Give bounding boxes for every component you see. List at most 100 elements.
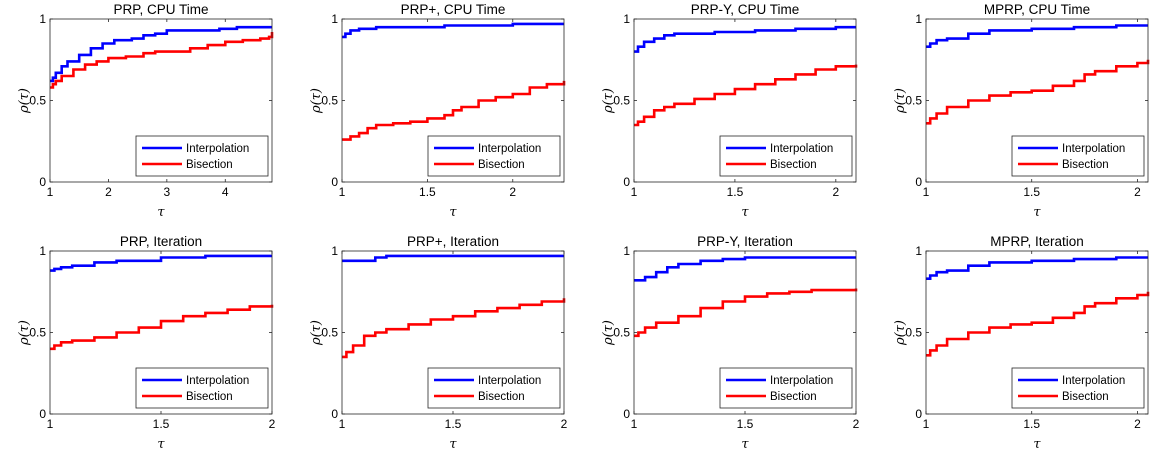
x-tick-label: 1 (923, 417, 930, 431)
series-line-bisection (926, 59, 1150, 125)
series-group (926, 256, 1150, 357)
y-axis-label: ρ(τ) (601, 88, 616, 114)
legend: Interpolation Bisection (1011, 135, 1145, 177)
legend-label: Bisection (770, 159, 817, 171)
chart-title: PRP+, CPU Time (401, 2, 506, 17)
x-tick-label: 2 (1134, 417, 1141, 431)
y-tick-label: 1 (623, 12, 630, 26)
y-tick-label: 0 (331, 407, 338, 421)
y-tick-label: 1 (623, 244, 630, 258)
x-tick-label: 1.5 (153, 417, 170, 431)
x-axis-label: τ (157, 205, 165, 220)
x-tick-label: 1 (47, 417, 54, 431)
x-tick-label: 1.5 (445, 417, 462, 431)
y-tick-label: 0 (623, 407, 630, 421)
series-line-interpolation (50, 25, 272, 83)
y-tick-label: 0 (915, 407, 922, 421)
legend-label: Bisection (478, 391, 525, 403)
y-tick-label: 0.5 (613, 94, 630, 108)
chart-panel-4: MPRP, CPU Time 1 1.5 2 0 0.5 1 τ ρ(τ) Interpolati… (893, 2, 1150, 220)
legend-box (135, 135, 269, 177)
x-axis-label: τ (1033, 437, 1041, 452)
series-line-interpolation (50, 254, 272, 272)
series-line-interpolation (634, 256, 856, 282)
legend: Interpolation Bisection (427, 135, 561, 177)
y-tick-label: 1 (331, 12, 338, 26)
chart-panel-6: PRP+, Iteration 1 1.5 2 0 0.5 1 τ ρ(τ) Interpolat… (309, 234, 568, 452)
x-tick-label: 1 (339, 417, 346, 431)
x-axis-label: τ (741, 205, 749, 220)
x-tick-label: 1 (631, 185, 638, 199)
legend-label: Interpolation (770, 143, 833, 155)
y-axis-label: ρ(τ) (309, 88, 324, 114)
x-tick-label: 1.5 (727, 185, 744, 199)
legend: Interpolation Bisection (135, 135, 269, 177)
series-group (926, 24, 1150, 125)
series-group (50, 254, 274, 351)
legend-label: Bisection (478, 159, 525, 171)
x-tick-label: 1 (923, 185, 930, 199)
x-tick-label: 1.5 (1023, 185, 1040, 199)
y-tick-label: 0 (39, 175, 46, 189)
series-line-interpolation (634, 25, 856, 53)
series-line-interpolation (926, 24, 1148, 48)
x-tick-label: 2 (853, 417, 860, 431)
legend-label: Interpolation (1062, 375, 1125, 387)
y-tick-label: 0 (623, 175, 630, 189)
chart-title: MPRP, Iteration (990, 234, 1084, 249)
series-line-interpolation (926, 256, 1148, 280)
legend-box (427, 367, 561, 409)
x-tick-label: 2 (1134, 185, 1141, 199)
y-axis-label: ρ(τ) (17, 88, 32, 114)
x-axis-label: τ (1033, 205, 1041, 220)
y-tick-label: 0.5 (613, 326, 630, 340)
x-axis-label: τ (449, 437, 457, 452)
chart-panel-5: PRP, Iteration 1 1.5 2 0 0.5 1 τ ρ(τ) Interpolati… (17, 234, 276, 452)
y-tick-label: 0 (39, 407, 46, 421)
x-tick-label: 1.5 (737, 417, 754, 431)
y-axis-label: ρ(τ) (601, 320, 616, 346)
chart-title: MPRP, CPU Time (984, 2, 1090, 17)
series-line-bisection (634, 64, 858, 127)
chart-panel-8: MPRP, Iteration 1 1.5 2 0 0.5 1 τ ρ(τ) Interpolat… (893, 234, 1150, 452)
x-axis-label: τ (741, 437, 749, 452)
legend: Interpolation Bisection (719, 135, 853, 177)
legend: Interpolation Bisection (719, 367, 853, 409)
series-group (634, 25, 858, 127)
legend-label: Interpolation (186, 143, 249, 155)
y-tick-label: 1 (39, 244, 46, 258)
x-tick-label: 2 (509, 185, 516, 199)
x-tick-label: 2 (561, 417, 568, 431)
legend-box (719, 367, 853, 409)
series-group (342, 254, 566, 359)
x-tick-label: 2 (269, 417, 276, 431)
chart-panel-3: PRP-Y, CPU Time 1 1.5 2 0 0.5 1 τ ρ(τ) Interpolat… (601, 2, 858, 220)
legend-label: Bisection (186, 159, 233, 171)
x-tick-label: 1.5 (1023, 417, 1040, 431)
legend-label: Bisection (770, 391, 817, 403)
chart-panel-7: PRP-Y, Iteration 1 1.5 2 0 0.5 1 τ ρ(τ) Interpola… (601, 234, 860, 452)
x-tick-label: 1 (339, 185, 346, 199)
series-line-bisection (342, 80, 566, 141)
y-axis-label: ρ(τ) (893, 88, 908, 114)
series-line-interpolation (342, 254, 564, 263)
chart-title: PRP-Y, Iteration (697, 234, 793, 249)
y-tick-label: 0.5 (905, 94, 922, 108)
legend: Interpolation Bisection (427, 367, 561, 409)
series-group (342, 22, 566, 141)
legend-label: Interpolation (770, 375, 833, 387)
x-tick-label: 4 (222, 185, 229, 199)
y-tick-label: 1 (915, 244, 922, 258)
legend-box (427, 135, 561, 177)
series-line-bisection (50, 304, 274, 351)
y-tick-label: 0.5 (29, 326, 46, 340)
y-axis-label: ρ(τ) (309, 320, 324, 346)
x-tick-label: 1 (631, 417, 638, 431)
series-group (634, 256, 858, 338)
chart-panel-1: PRP, CPU Time 1 2 3 4 0 0.5 1 τ ρ(τ) Interpolation… (17, 2, 274, 220)
y-tick-label: 0.5 (321, 326, 338, 340)
legend: Interpolation Bisection (1011, 367, 1145, 409)
legend-box (1011, 367, 1145, 409)
chart-title: PRP, Iteration (120, 234, 202, 249)
y-tick-label: 1 (915, 12, 922, 26)
